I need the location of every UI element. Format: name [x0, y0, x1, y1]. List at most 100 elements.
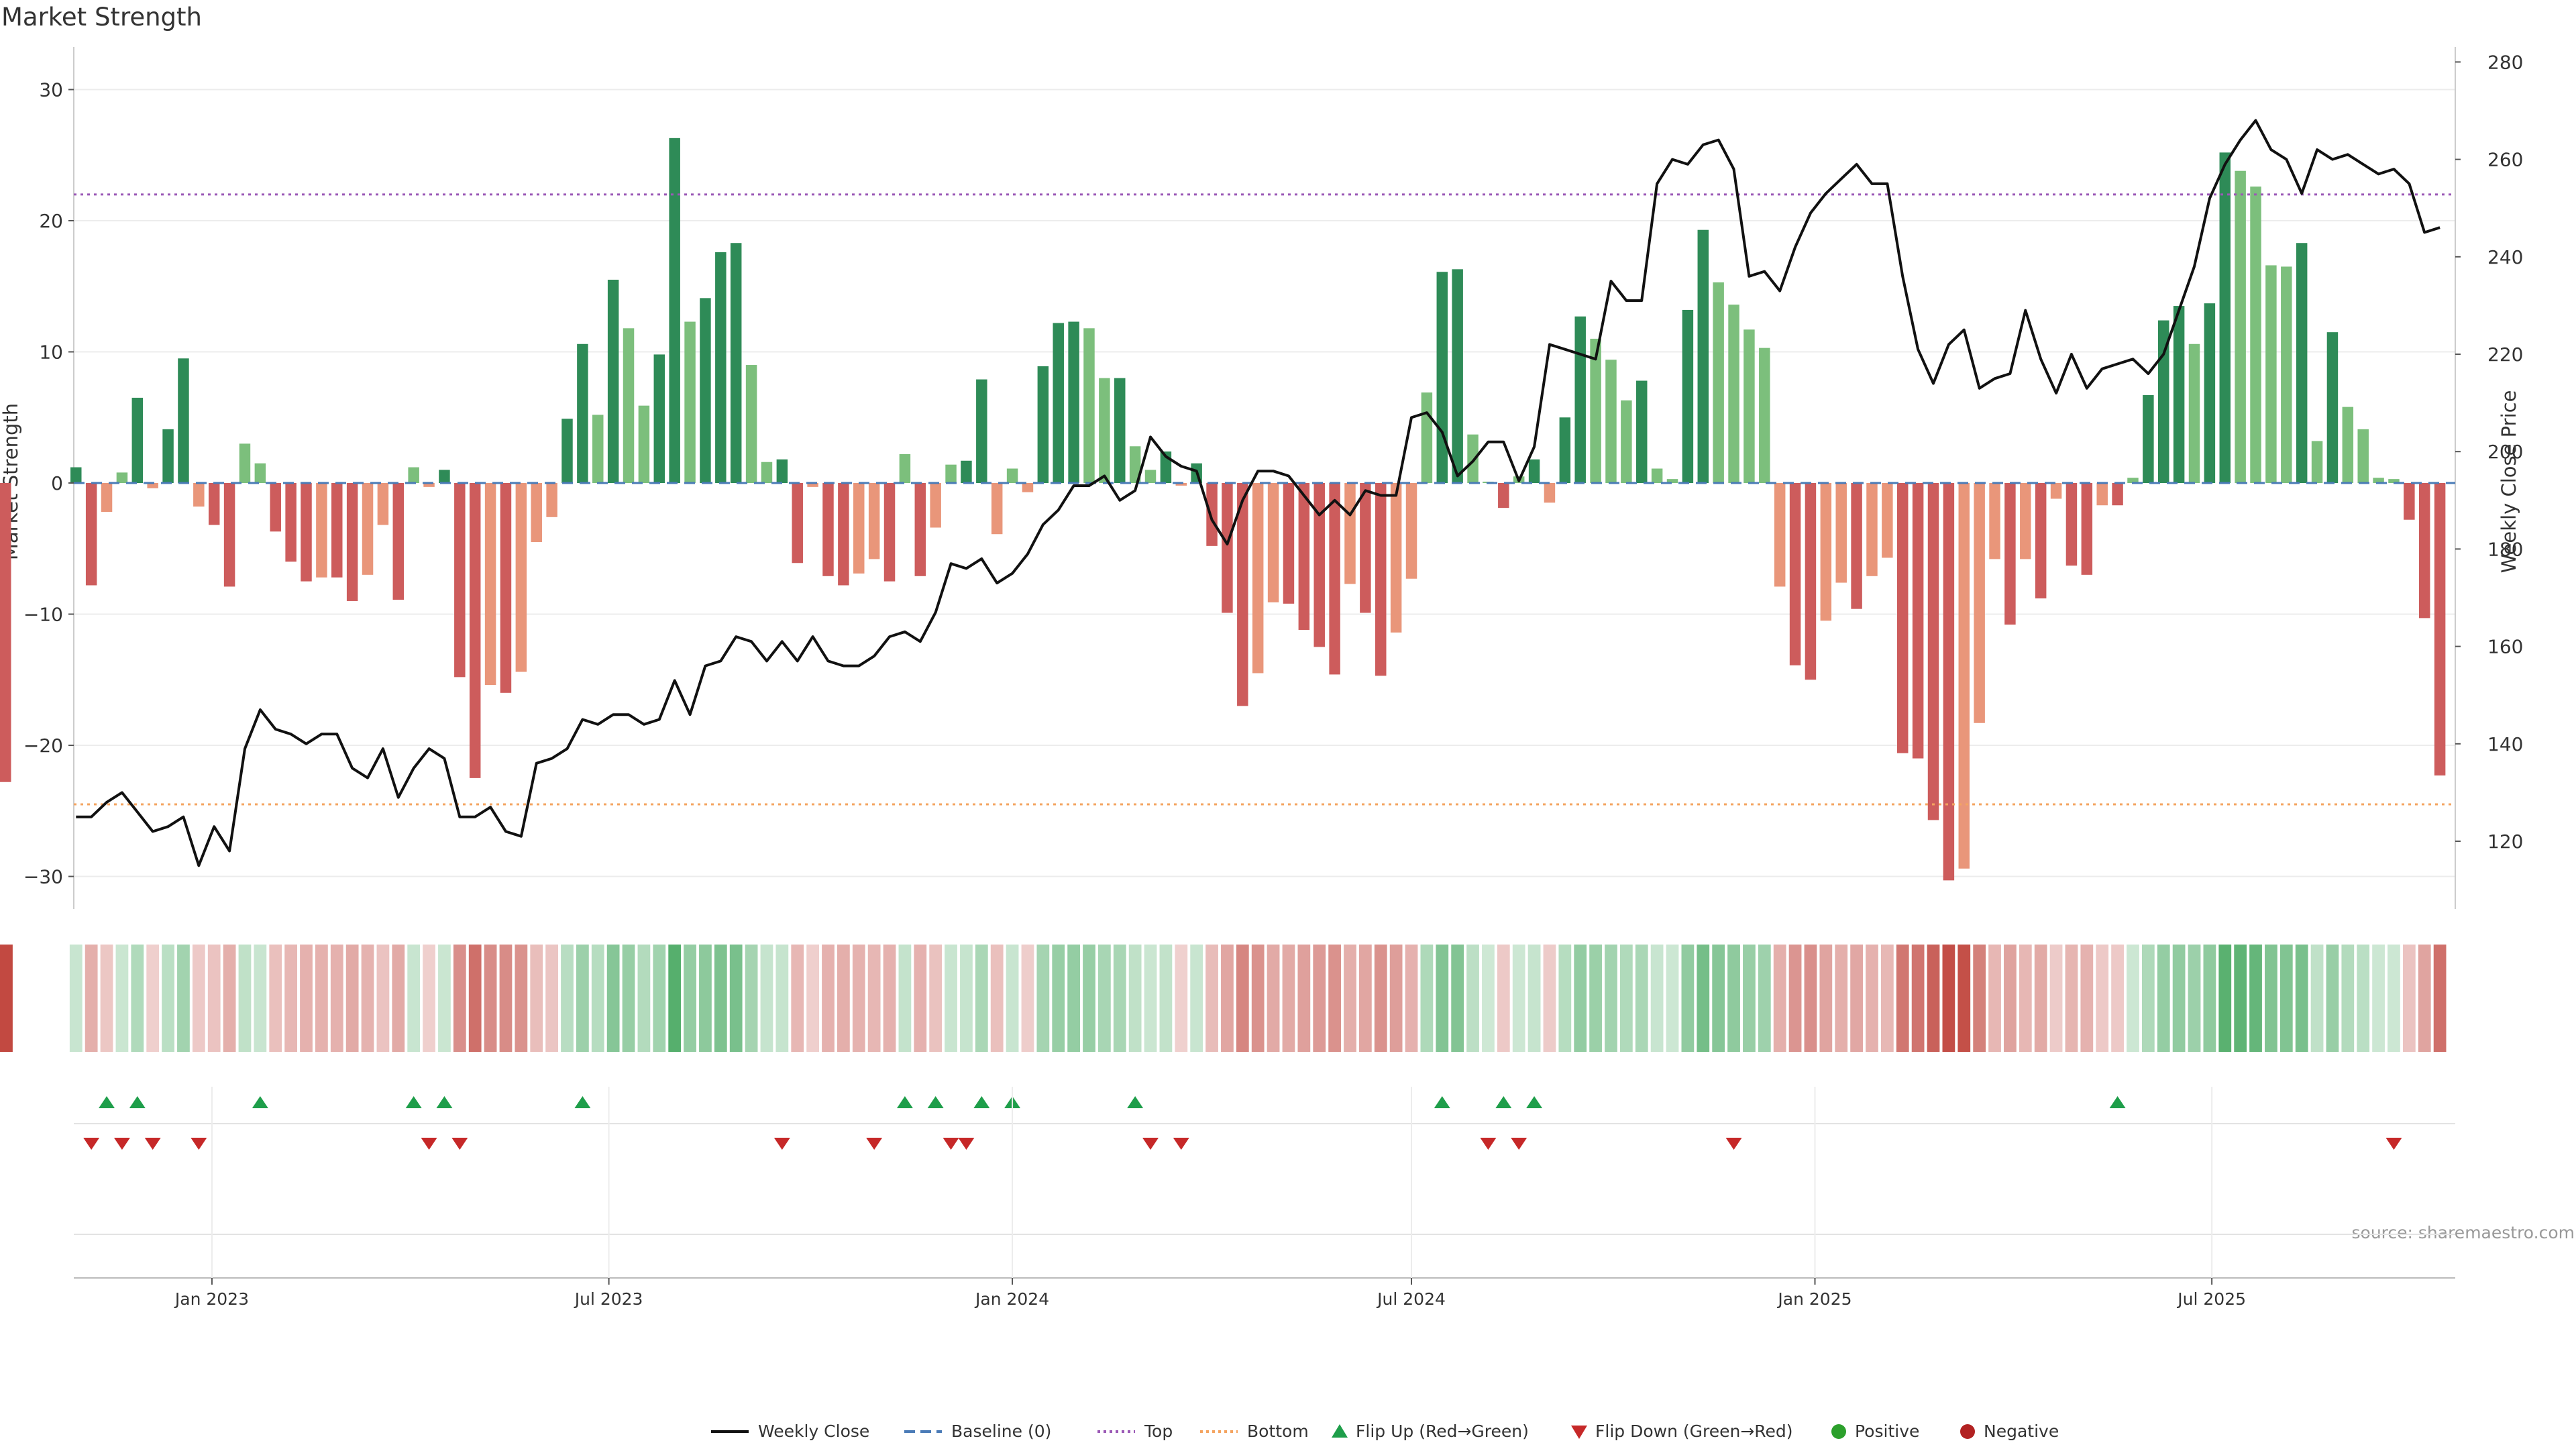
heat-cell — [515, 945, 528, 1052]
heat-cell — [0, 945, 13, 1052]
heat-cell — [1036, 945, 1050, 1052]
heat-cell — [606, 945, 620, 1052]
heat-cell — [684, 945, 696, 1052]
strength-bar — [1835, 483, 1847, 583]
flip-down-marker — [1511, 1138, 1527, 1150]
heat-cell — [1389, 945, 1403, 1052]
flip-up-marker — [896, 1096, 913, 1108]
strength-bar — [2020, 483, 2031, 559]
heat-cell — [1773, 945, 1786, 1052]
strength-bar — [2326, 332, 2339, 483]
strength-bar — [377, 483, 389, 525]
heat-cell — [162, 945, 174, 1052]
heat-cell — [791, 945, 804, 1052]
heat-cell — [146, 945, 160, 1052]
heat-cell — [1788, 945, 1802, 1052]
strength-bar — [1022, 483, 1034, 492]
strength-bar — [223, 483, 235, 587]
legend-label: Bottom — [1247, 1421, 1309, 1441]
flip-up-marker — [405, 1096, 422, 1108]
strength-bar — [1252, 483, 1264, 674]
strength-bar — [531, 483, 542, 542]
flip-down-marker — [1725, 1138, 1742, 1150]
y2-tick-label: 160 — [2487, 636, 2523, 658]
heat-cell — [960, 945, 973, 1052]
strength-bar — [1743, 329, 1755, 483]
strength-bar — [101, 483, 113, 513]
heat-cell — [1880, 945, 1894, 1052]
strength-bar — [331, 483, 343, 578]
strength-bar — [70, 467, 82, 483]
strength-bar — [776, 459, 788, 483]
strength-bar — [316, 483, 327, 578]
heat-cell — [975, 945, 988, 1052]
flip-up-marker — [1495, 1096, 1512, 1108]
x-tick-label: Jul 2024 — [1376, 1289, 1446, 1309]
strength-bar — [669, 138, 680, 483]
heat-cell — [1543, 945, 1556, 1052]
heat-cell — [1097, 945, 1111, 1052]
strength-bar — [1636, 380, 1648, 483]
reference-lines — [74, 193, 2455, 806]
legend-swatch — [1831, 1424, 1846, 1439]
heat-cell — [2004, 945, 2017, 1052]
heat-cell — [1911, 945, 1925, 1052]
strength-bar — [2096, 483, 2108, 506]
strength-bar — [1405, 483, 1417, 579]
strength-bar — [1329, 483, 1340, 675]
strength-bar — [2311, 441, 2323, 483]
heat-cell — [2234, 945, 2247, 1052]
strength-bar — [1789, 483, 1801, 665]
heat-cell — [1297, 945, 1311, 1052]
heat-cell — [315, 945, 328, 1052]
strength-bar — [254, 463, 266, 483]
strength-bar — [1298, 483, 1310, 630]
heat-cell — [330, 945, 343, 1052]
strength-bar — [2342, 407, 2354, 483]
strength-bar — [2373, 478, 2384, 483]
strength-bar — [408, 467, 419, 483]
flip-down-marker — [958, 1138, 975, 1150]
strength-bar — [346, 483, 358, 601]
legend-label: Weekly Close — [758, 1421, 869, 1441]
heat-cell — [653, 945, 666, 1052]
heat-cell — [1558, 945, 1572, 1052]
strength-bar — [2204, 303, 2216, 483]
strength-bar — [1528, 459, 1540, 483]
heat-cell — [576, 945, 589, 1052]
strength-bar — [362, 483, 374, 575]
heat-cell — [1006, 945, 1019, 1052]
strength-heat-strip — [0, 945, 2447, 1052]
strength-bar — [2127, 478, 2139, 483]
strength-bar — [761, 462, 773, 483]
heat-cell — [1957, 945, 1971, 1052]
flip-up-marker — [973, 1096, 990, 1108]
heat-cell — [1358, 945, 1372, 1052]
heat-cell — [2080, 945, 2094, 1052]
heat-cell — [1650, 945, 1664, 1052]
heat-cell — [745, 945, 758, 1052]
strength-bar — [1851, 483, 1862, 609]
heat-cell — [254, 945, 267, 1052]
strength-bar — [1222, 483, 1233, 613]
strength-bar — [623, 328, 635, 483]
heat-cell — [1512, 945, 1525, 1052]
y-axis-ticks: −30 −20 −10 0 10 20 30 — [23, 79, 74, 888]
heat-cell — [591, 945, 604, 1052]
strength-bar — [2004, 483, 2016, 625]
strength-bar — [853, 483, 865, 574]
heat-cell — [561, 945, 574, 1052]
heat-cell — [1635, 945, 1648, 1052]
strength-bar — [285, 483, 297, 562]
heat-cell — [852, 945, 865, 1052]
strength-bar — [1114, 378, 1126, 483]
heat-cell — [2065, 945, 2078, 1052]
strength-bar — [2219, 152, 2231, 483]
strength-bar — [2418, 483, 2430, 619]
legend-swatch — [1960, 1424, 1975, 1439]
strength-bar — [1897, 483, 1909, 753]
strength-bar — [2388, 479, 2400, 483]
heat-cell — [1804, 945, 1817, 1052]
flip-up-marker — [252, 1096, 268, 1108]
